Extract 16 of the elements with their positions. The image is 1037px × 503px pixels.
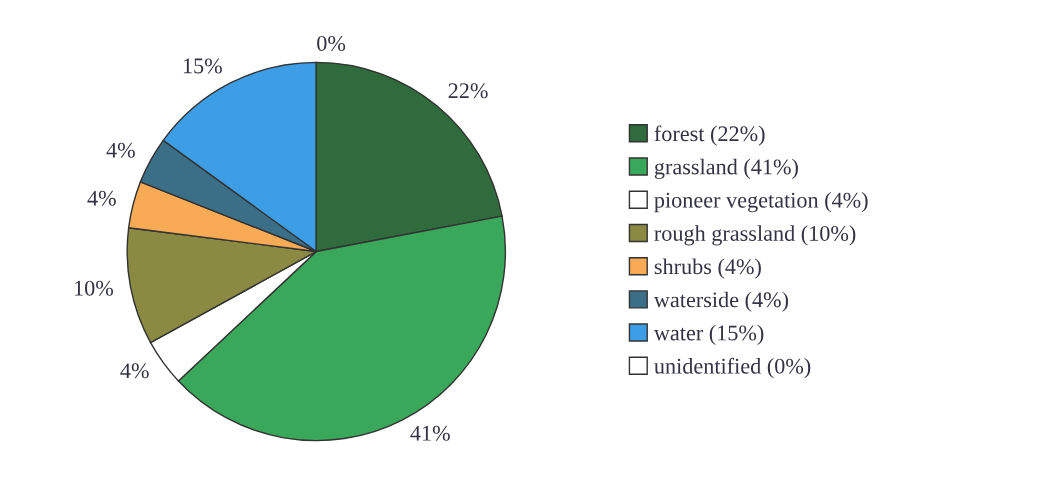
- data-label: 41%: [410, 425, 450, 441]
- data-label: 4%: [120, 363, 149, 379]
- legend-label: waterside (4%): [653, 291, 789, 312]
- legend-label: pioneer vegetation (4%): [654, 192, 868, 213]
- data-label: 22%: [448, 83, 488, 99]
- legend-label: forest (22%): [654, 125, 765, 146]
- data-label: 10%: [75, 280, 114, 296]
- legend-label: unidentified (0%): [654, 357, 811, 379]
- legend-label: grassland (41%): [654, 158, 798, 179]
- legend-label: shrubs (4%): [654, 258, 761, 279]
- data-label: 4%: [87, 190, 116, 206]
- text: 0%: [317, 35, 346, 51]
- legend-label: rough grassland (10%): [654, 225, 856, 246]
- legend-label: water (15%): [653, 324, 764, 346]
- data-label: 4%: [106, 142, 135, 158]
- data-label: 15%: [183, 58, 222, 74]
